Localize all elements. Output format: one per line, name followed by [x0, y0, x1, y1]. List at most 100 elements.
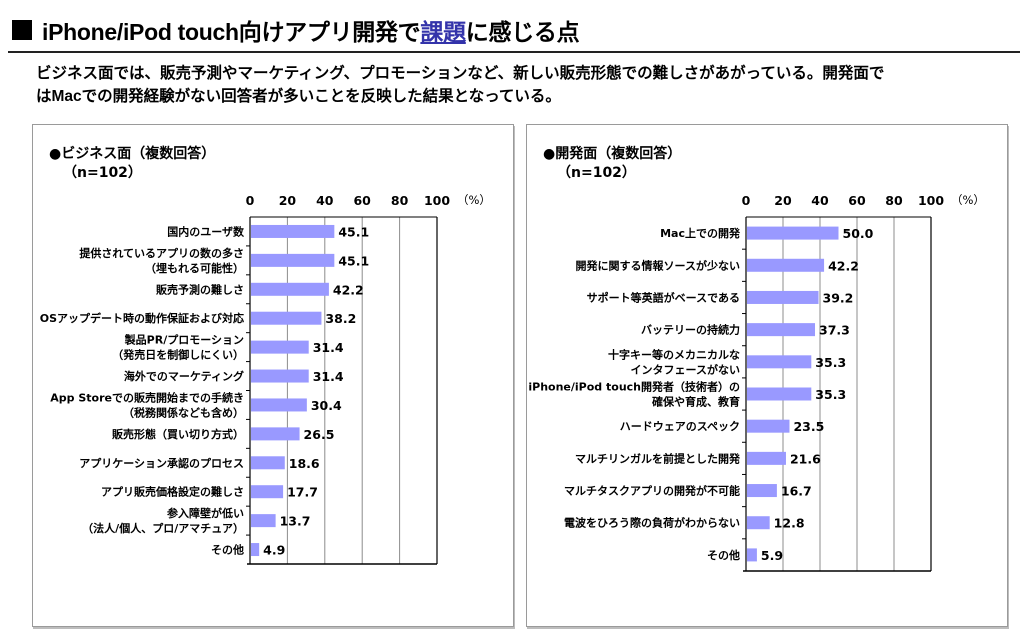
development-value-label-1: 50.0 [843, 226, 874, 241]
development-category-label-8: マルチリンガルを前提とした開発 [575, 451, 741, 465]
business-bar-9 [251, 456, 285, 470]
development-category-label-6: 確保や育成、教育 [652, 395, 740, 409]
development-chart-title: ●開発面（複数回答） [543, 146, 682, 162]
business-value-label-6: 31.4 [313, 369, 344, 384]
development-bar-11 [747, 548, 757, 562]
development-tick-label-20: 20 [774, 193, 792, 208]
development-tick-label-100: 100 [918, 193, 944, 208]
business-unit-label: （%） [457, 193, 491, 207]
business-tick-label-0: 0 [246, 193, 255, 208]
business-bar-1 [251, 224, 335, 238]
development-bar-1 [747, 226, 839, 240]
business-chart-heading: ●ビジネス面（複数回答） （n=102） [49, 145, 215, 183]
business-category-label-9: アプリケーション承認のプロセス [79, 456, 244, 470]
development-bar-2 [747, 258, 825, 272]
development-category-label-2: 開発に関する情報ソースが少ない [576, 258, 740, 272]
development-bar-9 [747, 484, 777, 498]
development-value-label-9: 16.7 [781, 484, 812, 499]
title-divider [8, 51, 1020, 53]
development-value-label-11: 5.9 [761, 548, 783, 563]
business-category-label-2: （埋もれる可能性） [145, 261, 244, 275]
business-bar-7 [251, 398, 307, 412]
development-category-label-7: ハードウェアのスペック [620, 420, 740, 433]
summary-line-1: ビジネス面では、販売予測やマーケティング、プロモーションなど、新しい販売形態での… [36, 65, 885, 82]
title-highlight: 課題 [420, 19, 466, 45]
business-category-label-11: （法人/個人、プロ/アマチュア） [82, 521, 244, 535]
business-chart-subtitle: （n=102） [63, 165, 142, 181]
development-chart-heading: ●開発面（複数回答） （n=102） [543, 145, 681, 183]
development-value-label-2: 42.2 [828, 258, 859, 273]
development-chart-panel: ●開発面（複数回答） （n=102） 0 20 40 60 80 100 （%） 50.0 Ma… [526, 124, 1008, 627]
business-value-label-1: 45.1 [338, 224, 369, 239]
business-value-label-10: 17.7 [287, 485, 318, 500]
development-value-label-8: 21.6 [790, 451, 821, 466]
business-bar-5 [251, 340, 309, 354]
business-category-label-4: OSアップデート時の動作保証および対応 [40, 311, 244, 325]
page-title: iPhone/iPod touch向けアプリ開発で課題に感じる点 [12, 13, 580, 47]
business-value-label-5: 31.4 [313, 340, 344, 355]
development-bar-10 [747, 516, 770, 530]
business-category-label-12: その他 [211, 543, 244, 557]
development-bar-chart: 0 20 40 60 80 100 （%） 50.0 Mac上での開発 42.2 開発に関する情報ソ… [528, 193, 985, 572]
development-value-label-6: 35.3 [815, 387, 846, 402]
business-category-label-7: App Storeでの販売開始までの手続き [50, 390, 244, 404]
business-category-label-5: （発売日を制御しにくい） [112, 348, 244, 362]
development-tick-label-0: 0 [742, 193, 751, 208]
development-category-label-4: バッテリーの持続力 [641, 323, 740, 337]
business-tick-label-40: 40 [316, 193, 334, 208]
business-value-label-8: 26.5 [304, 427, 335, 442]
development-category-label-5: 十字キー等のメカニカルな [608, 347, 740, 361]
development-bar-8 [747, 451, 786, 465]
title-square-icon [12, 20, 32, 40]
business-tick-label-20: 20 [279, 193, 297, 208]
development-value-label-4: 37.3 [819, 323, 850, 338]
development-tick-label-40: 40 [811, 193, 829, 208]
development-category-label-9: マルチタスクアプリの開発が不可能 [564, 484, 740, 498]
page-title-text: iPhone/iPod touch向けアプリ開発で課題に感じる点 [42, 13, 580, 47]
development-bar-6 [747, 387, 812, 401]
business-value-label-11: 13.7 [280, 514, 311, 529]
business-bar-4 [251, 311, 322, 325]
business-category-label-10: アプリ販売価格設定の難しさ [101, 485, 244, 499]
development-chart-subtitle: （n=102） [557, 165, 636, 181]
business-category-label-8: 販売形態（買い切り方式） [112, 427, 244, 441]
business-bar-2 [251, 253, 335, 267]
development-category-label-10: 電波をひろう際の負荷がわからない [564, 516, 740, 530]
business-value-label-2: 45.1 [338, 253, 369, 268]
development-category-label-1: Mac上での開発 [660, 226, 741, 240]
business-category-label-3: 販売予測の難しさ [156, 282, 244, 296]
development-bar-4 [747, 323, 816, 337]
business-chart-title: ●ビジネス面（複数回答） [49, 146, 216, 162]
business-category-label-5: 製品PR/プロモーション [124, 333, 244, 347]
development-tick-label-80: 80 [885, 193, 903, 208]
business-tick-label-60: 60 [353, 193, 371, 208]
development-bar-5 [747, 355, 812, 369]
title-suffix: に感じる点 [465, 19, 580, 45]
business-bar-12 [251, 543, 260, 557]
business-value-label-4: 38.2 [325, 311, 356, 326]
summary-line-2: はMacでの開発経験がない回答者が多いことを反映した結果となっている。 [36, 88, 561, 105]
development-category-label-5: インタフェースがない [631, 362, 740, 376]
business-chart-panel: ●ビジネス面（複数回答） （n=102） 0 20 40 60 80 100 （%） 45.1… [32, 124, 514, 627]
business-bar-8 [251, 427, 300, 441]
business-tick-label-100: 100 [424, 193, 450, 208]
business-category-label-6: 海外でのマーケティング [124, 369, 244, 383]
business-category-label-2: 提供されているアプリの数の多さ [79, 246, 244, 260]
business-value-label-7: 30.4 [311, 398, 342, 413]
business-bar-10 [251, 485, 284, 499]
business-value-label-9: 18.6 [289, 456, 320, 471]
development-category-label-11: その他 [707, 548, 740, 562]
business-value-label-3: 42.2 [333, 282, 364, 297]
development-value-label-7: 23.5 [793, 419, 824, 434]
development-bar-3 [747, 290, 819, 304]
business-bar-6 [251, 369, 309, 383]
business-category-label-11: 参入障壁が低い [167, 506, 244, 520]
development-value-label-10: 12.8 [774, 516, 805, 531]
business-value-label-12: 4.9 [263, 543, 285, 558]
development-value-label-3: 39.2 [823, 290, 854, 305]
business-bar-11 [251, 514, 276, 528]
title-prefix: iPhone/iPod touch向けアプリ開発で [42, 19, 421, 45]
business-category-label-7: （税務関係なども含め） [123, 405, 244, 419]
development-category-label-3: サポート等英語がベースである [587, 290, 740, 304]
business-bar-chart: 0 20 40 60 80 100 （%） 45.1 国内のユーザ数 45.1 提供されているアプリ… [40, 193, 491, 565]
